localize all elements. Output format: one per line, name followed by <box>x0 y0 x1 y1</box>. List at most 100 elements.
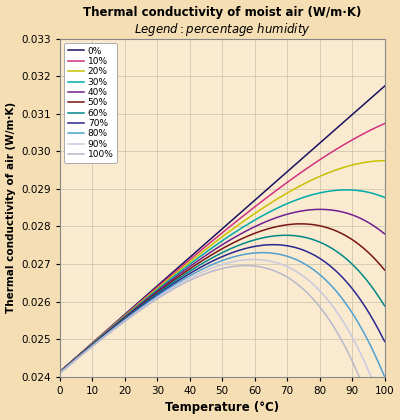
90% <box>249 257 254 262</box>
50% <box>204 255 209 260</box>
20% <box>57 370 62 375</box>
80% <box>382 374 387 379</box>
60% <box>115 322 120 327</box>
0% <box>57 369 62 374</box>
0% <box>115 318 120 323</box>
90% <box>302 275 307 280</box>
30% <box>274 206 279 211</box>
10% <box>204 243 209 248</box>
Line: 10%: 10% <box>60 123 385 372</box>
0% <box>204 240 209 245</box>
70% <box>115 323 120 328</box>
0% <box>302 154 307 159</box>
Title: Thermal conductivity of moist air (W/m·K)
$\bf{\it{Legend: percentage\ humidity}: Thermal conductivity of moist air (W/m·K… <box>83 5 361 38</box>
50% <box>141 301 146 306</box>
60% <box>382 303 387 308</box>
20% <box>115 320 120 325</box>
Line: 70%: 70% <box>60 245 385 373</box>
Line: 50%: 50% <box>60 224 385 373</box>
100% <box>204 270 209 276</box>
70% <box>302 248 307 253</box>
90% <box>204 268 209 273</box>
70% <box>57 370 62 375</box>
60% <box>204 258 209 263</box>
Line: 80%: 80% <box>60 252 385 377</box>
30% <box>204 249 209 254</box>
70% <box>141 302 146 307</box>
80% <box>57 370 62 375</box>
50% <box>382 268 387 273</box>
30% <box>115 320 120 326</box>
50% <box>299 221 304 226</box>
10% <box>274 188 279 193</box>
100% <box>57 371 62 376</box>
90% <box>141 304 146 310</box>
60% <box>57 370 62 375</box>
30% <box>344 187 348 192</box>
90% <box>57 370 62 375</box>
40% <box>382 231 387 236</box>
100% <box>243 263 248 268</box>
30% <box>302 194 307 200</box>
Legend: 0%, 10%, 20%, 30%, 40%, 50%, 60%, 70%, 80%, 90%, 100%: 0%, 10%, 20%, 30%, 40%, 50%, 60%, 70%, 8… <box>64 43 117 163</box>
80% <box>141 304 146 309</box>
20% <box>274 197 279 202</box>
30% <box>249 220 254 225</box>
90% <box>115 324 120 329</box>
50% <box>302 221 307 226</box>
10% <box>141 297 146 302</box>
40% <box>57 370 62 375</box>
20% <box>141 298 146 303</box>
60% <box>141 302 146 307</box>
30% <box>382 195 387 200</box>
40% <box>115 321 120 326</box>
70% <box>204 262 209 267</box>
40% <box>274 215 279 220</box>
100% <box>115 325 120 330</box>
0% <box>141 296 146 301</box>
90% <box>382 409 387 414</box>
10% <box>302 168 307 173</box>
80% <box>302 262 307 267</box>
100% <box>275 270 280 275</box>
70% <box>249 244 254 249</box>
40% <box>204 252 209 257</box>
20% <box>302 181 307 186</box>
100% <box>249 263 254 268</box>
20% <box>204 246 209 251</box>
Y-axis label: Thermal conductivity of air (W/m·K): Thermal conductivity of air (W/m·K) <box>6 102 16 313</box>
100% <box>141 306 146 311</box>
80% <box>275 251 280 256</box>
80% <box>260 250 265 255</box>
80% <box>115 323 120 328</box>
50% <box>57 370 62 375</box>
80% <box>204 265 209 270</box>
0% <box>274 178 279 184</box>
60% <box>249 239 254 244</box>
20% <box>382 158 387 163</box>
70% <box>275 242 280 247</box>
60% <box>274 233 279 238</box>
50% <box>115 321 120 326</box>
Line: 40%: 40% <box>60 209 385 372</box>
0% <box>382 84 387 89</box>
90% <box>251 257 256 262</box>
Line: 90%: 90% <box>60 260 385 412</box>
70% <box>271 242 276 247</box>
10% <box>57 369 62 374</box>
50% <box>249 232 254 237</box>
80% <box>249 251 254 256</box>
40% <box>302 208 307 213</box>
30% <box>57 370 62 375</box>
40% <box>249 226 254 231</box>
60% <box>302 235 307 240</box>
10% <box>382 121 387 126</box>
0% <box>249 201 254 206</box>
90% <box>275 260 280 265</box>
Line: 30%: 30% <box>60 190 385 372</box>
60% <box>284 233 288 238</box>
10% <box>249 207 254 212</box>
100% <box>302 288 307 293</box>
20% <box>249 213 254 218</box>
Line: 100%: 100% <box>60 265 385 420</box>
